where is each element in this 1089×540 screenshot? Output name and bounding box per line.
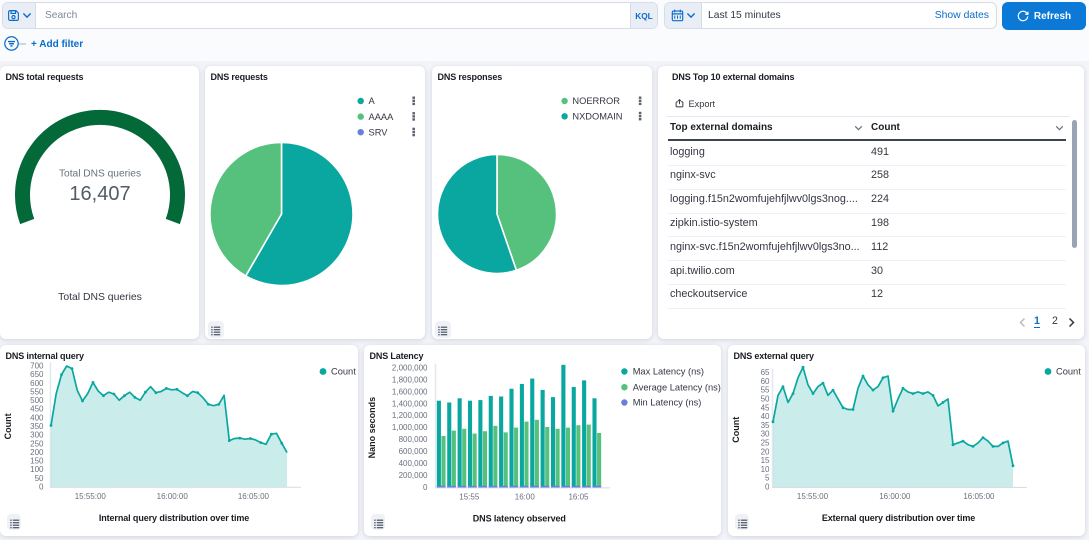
- svg-text:NXDOMAIN: NXDOMAIN: [572, 112, 622, 122]
- svg-text:0: 0: [765, 483, 770, 492]
- svg-text:65: 65: [761, 368, 770, 377]
- svg-text:AAAA: AAAA: [369, 112, 395, 122]
- svg-text:DNS latency observed: DNS latency observed: [473, 513, 566, 523]
- svg-text:16:00:00: 16:00:00: [879, 492, 911, 501]
- svg-text:External query distribution ov: External query distribution over time: [822, 513, 975, 523]
- svg-text:A: A: [369, 96, 376, 106]
- svg-text:100: 100: [30, 465, 44, 474]
- svg-text:Average Latency (ns): Average Latency (ns): [633, 382, 721, 392]
- svg-text:15:55:00: 15:55:00: [797, 492, 829, 501]
- svg-text:Min Latency (ns): Min Latency (ns): [633, 398, 702, 408]
- svg-text:450: 450: [30, 405, 44, 414]
- svg-text:800,000: 800,000: [399, 435, 428, 444]
- svg-text:150: 150: [30, 457, 44, 466]
- svg-text:16:05: 16:05: [568, 492, 589, 501]
- svg-text:25: 25: [761, 439, 770, 448]
- svg-text:200: 200: [30, 448, 44, 457]
- svg-text:45: 45: [761, 403, 770, 412]
- svg-text:600,000: 600,000: [399, 447, 428, 456]
- svg-text:1,000,000: 1,000,000: [392, 423, 428, 432]
- svg-text:NOERROR: NOERROR: [572, 96, 620, 106]
- svg-text:200,000: 200,000: [399, 471, 428, 480]
- svg-text:1,200,000: 1,200,000: [392, 411, 428, 420]
- svg-text:1,800,000: 1,800,000: [392, 375, 428, 384]
- svg-text:1,400,000: 1,400,000: [392, 399, 428, 408]
- svg-text:Total DNS queries: Total DNS queries: [58, 292, 142, 303]
- svg-text:50: 50: [35, 474, 44, 483]
- svg-text:15:55:00: 15:55:00: [75, 492, 107, 501]
- svg-text:16:05:00: 16:05:00: [963, 492, 995, 501]
- svg-text:650: 650: [30, 370, 44, 379]
- svg-text:Count: Count: [1056, 367, 1081, 377]
- svg-text:10: 10: [761, 465, 770, 474]
- svg-text:SRV: SRV: [369, 127, 389, 137]
- svg-text:400: 400: [30, 413, 44, 422]
- svg-text:300: 300: [30, 431, 44, 440]
- svg-text:16:05:00: 16:05:00: [238, 492, 270, 501]
- svg-text:20: 20: [761, 447, 770, 456]
- svg-text:Count: Count: [731, 417, 741, 443]
- svg-text:Max Latency (ns): Max Latency (ns): [633, 367, 704, 377]
- svg-text:0: 0: [423, 483, 428, 492]
- svg-text:250: 250: [30, 439, 44, 448]
- svg-text:Count: Count: [3, 413, 13, 439]
- svg-text:15:55: 15:55: [459, 492, 480, 501]
- svg-text:Count: Count: [331, 367, 356, 377]
- svg-text:350: 350: [30, 422, 44, 431]
- svg-text:400,000: 400,000: [399, 459, 428, 468]
- svg-text:16,407: 16,407: [69, 183, 130, 205]
- svg-text:55: 55: [761, 386, 770, 395]
- svg-text:15: 15: [761, 456, 770, 465]
- svg-text:16:00: 16:00: [515, 492, 536, 501]
- svg-text:30: 30: [761, 430, 770, 439]
- svg-text:550: 550: [30, 388, 44, 397]
- svg-text:1,600,000: 1,600,000: [392, 387, 428, 396]
- svg-text:16:00:00: 16:00:00: [157, 492, 189, 501]
- svg-text:600: 600: [30, 379, 44, 388]
- svg-text:Nano seconds: Nano seconds: [367, 397, 377, 459]
- svg-text:60: 60: [761, 377, 770, 386]
- svg-text:0: 0: [39, 482, 44, 491]
- svg-text:Total DNS queries: Total DNS queries: [59, 169, 141, 180]
- svg-text:2,000,000: 2,000,000: [392, 363, 428, 372]
- svg-text:35: 35: [761, 421, 770, 430]
- svg-text:5: 5: [765, 474, 770, 483]
- svg-text:500: 500: [30, 396, 44, 405]
- svg-text:Internal query distribution ov: Internal query distribution over time: [99, 513, 249, 523]
- svg-text:50: 50: [761, 395, 770, 404]
- svg-text:40: 40: [761, 412, 770, 421]
- svg-text:700: 700: [30, 362, 44, 371]
